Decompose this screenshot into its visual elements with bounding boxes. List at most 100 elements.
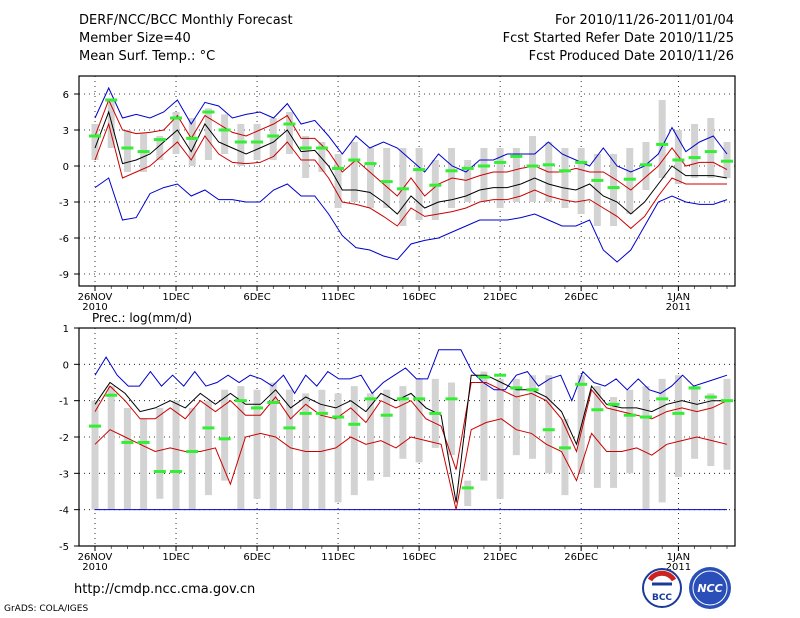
x-tick-label: 6DEC: [243, 292, 270, 303]
ensemble-box: [691, 386, 699, 459]
observed-marker: [396, 397, 409, 401]
ensemble-box: [366, 393, 374, 481]
series-spread_upper: [94, 382, 728, 470]
observed-marker: [348, 158, 361, 162]
ensemble-box: [464, 480, 472, 507]
observed-marker: [494, 373, 507, 377]
ensemble-box: [658, 100, 666, 178]
series-spread_lower: [94, 418, 728, 510]
ensemble-box: [577, 148, 585, 214]
observed-marker: [413, 168, 426, 172]
x-tick-label: 1JAN: [667, 292, 690, 303]
x-tick-year: 2011: [666, 302, 691, 313]
observed-marker: [364, 397, 377, 401]
observed-marker: [558, 446, 571, 450]
x-tick-label: 1DEC: [162, 552, 189, 563]
observed-marker: [396, 187, 409, 191]
observed-marker: [656, 142, 669, 146]
ensemble-box: [593, 154, 601, 226]
observed-marker: [299, 146, 312, 150]
y-tick-label: -5: [59, 542, 69, 553]
ensemble-box: [140, 418, 148, 510]
ensemble-box: [156, 407, 164, 499]
source-url[interactable]: http://cmdp.ncc.cma.gov.cn: [74, 582, 256, 597]
x-tick-label: 16DEC: [402, 292, 436, 303]
ensemble-box: [431, 160, 439, 220]
observed-marker: [558, 169, 571, 173]
ensemble-box: [577, 375, 585, 474]
grads-credit: GrADS: COLA/IGES: [4, 604, 89, 614]
variable-label: Mean Surf. Temp.: °C: [79, 49, 216, 64]
observed-marker: [218, 437, 231, 441]
ensemble-box: [464, 160, 472, 202]
observed-marker: [153, 470, 166, 474]
observed-marker: [445, 169, 458, 173]
series-spread_lower: [94, 122, 727, 230]
observed-marker: [186, 450, 199, 454]
ensemble-box: [415, 148, 423, 220]
observed-marker: [137, 150, 150, 154]
observed-marker: [704, 150, 717, 154]
observed-marker: [445, 397, 458, 401]
ensemble-box: [399, 386, 407, 459]
observed-marker: [234, 140, 247, 144]
ensemble-box: [204, 400, 212, 496]
observed-marker: [623, 177, 636, 181]
ensemble-box: [123, 130, 131, 172]
observed-marker: [575, 160, 588, 164]
observed-marker: [413, 397, 426, 401]
observed-marker: [105, 98, 118, 102]
ncc-logo-text: NCC: [697, 582, 722, 595]
observed-marker: [186, 136, 199, 140]
ensemble-box: [626, 389, 634, 474]
observed-marker: [591, 178, 604, 182]
observed-marker: [105, 393, 118, 397]
observed-marker: [526, 164, 539, 168]
observed-marker: [299, 411, 312, 415]
x-tick-year: 2010: [82, 562, 107, 573]
observed-marker: [202, 110, 215, 114]
ensemble-box: [91, 124, 99, 160]
ensemble-box: [496, 148, 504, 208]
ensemble-box: [350, 142, 358, 202]
ensemble-box: [334, 393, 342, 503]
started-date: Fcst Started Refer Date 2010/11/25: [502, 31, 734, 46]
ensemble-box: [237, 386, 245, 510]
observed-marker: [332, 166, 345, 170]
ensemble-box: [172, 400, 180, 510]
ensemble-box: [512, 378, 520, 456]
y-tick-label: -2: [59, 433, 69, 444]
ensemble-box: [626, 148, 634, 214]
ensemble-box: [188, 118, 196, 166]
observed-marker: [639, 415, 652, 419]
observed-marker: [315, 146, 328, 150]
series-max: [94, 349, 728, 403]
y-tick-label: -1: [59, 397, 69, 408]
observed-marker: [510, 154, 523, 158]
x-tick-label: 26NOV: [78, 552, 113, 563]
y-tick-label: -9: [59, 270, 69, 281]
ensemble-box: [415, 378, 423, 463]
ensemble-box: [350, 386, 358, 496]
observed-marker: [688, 156, 701, 160]
observed-marker: [461, 166, 474, 170]
observed-marker: [526, 388, 539, 392]
observed-marker: [170, 470, 183, 474]
ensemble-box: [480, 371, 488, 481]
observed-marker: [202, 426, 215, 430]
ensemble-box: [529, 136, 537, 202]
x-tick-label: 21DEC: [483, 552, 517, 563]
ensemble-box: [318, 389, 326, 510]
observed-marker: [477, 375, 490, 379]
series-min: [94, 177, 728, 263]
series-mean: [94, 374, 727, 503]
ensemble-box: [366, 148, 374, 208]
ensemble-box: [221, 389, 229, 481]
observed-marker: [153, 138, 166, 142]
bcc-logo-text: BCC: [652, 593, 672, 603]
ensemble-box: [561, 148, 569, 208]
y-tick-label: -3: [59, 198, 69, 209]
ensemble-box: [593, 386, 601, 488]
